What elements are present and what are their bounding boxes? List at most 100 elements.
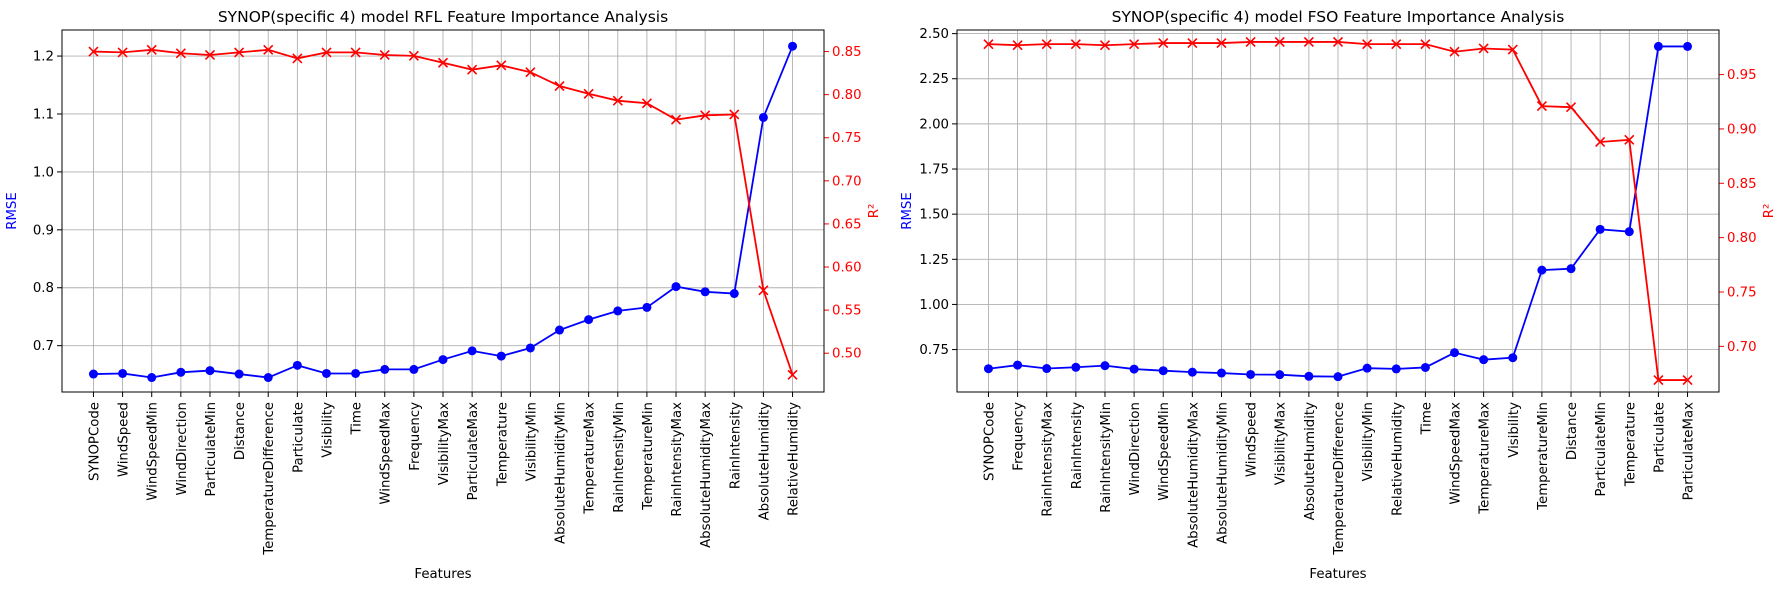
x-tick-label: ParticulateMin	[1594, 402, 1609, 497]
x-tick-label: AbsoluteHumidity	[1303, 402, 1318, 521]
rmse-point	[1420, 362, 1430, 372]
rmse-point	[1362, 363, 1372, 373]
r2-point	[88, 46, 99, 57]
x-tick-label: WindDirection	[175, 402, 190, 496]
x-tick-label: RelativeHumidity	[787, 402, 802, 516]
x-tick-label: SYNOPCode	[982, 402, 997, 481]
y-right-tick-label: 0.60	[832, 261, 862, 276]
rmse-point	[1391, 364, 1401, 374]
x-tick-label: WindSpeedMin	[146, 402, 161, 501]
y-left-tick-label: 0.75	[919, 343, 949, 358]
rmse-point	[1071, 362, 1081, 372]
rmse-point	[642, 302, 652, 312]
x-tick-label: AbsoluteHumidityMax	[699, 402, 714, 548]
y-left-tick-label: 1.75	[919, 163, 949, 178]
rmse-point	[1653, 41, 1663, 51]
x-tick-label: RainIntensityMax	[670, 402, 685, 517]
y-left-tick-label: 1.25	[919, 253, 949, 268]
rmse-point	[496, 351, 506, 361]
rmse-point	[555, 325, 565, 335]
r2-point	[175, 48, 186, 59]
r2-point	[729, 109, 740, 120]
r2-point	[437, 57, 449, 68]
r2-point	[670, 114, 682, 125]
rmse-point	[1100, 361, 1110, 371]
r2-point	[1041, 39, 1052, 50]
x-tick-label: RelativeHumidity	[1390, 402, 1405, 516]
y-left-tick-label: 1.0	[33, 165, 54, 180]
r2-point	[1536, 101, 1547, 112]
rmse-point	[1566, 264, 1576, 274]
x-tick-label: ParticulateMin	[204, 402, 219, 497]
chart-title: SYNOP(specific 4) model RFL Feature Impo…	[218, 8, 668, 26]
y-right-tick-label: 0.85	[1727, 177, 1757, 192]
x-tick-label: ParticulateMax	[1682, 402, 1697, 501]
r2-point	[379, 49, 390, 61]
r2-point	[350, 47, 361, 58]
rmse-point	[1216, 368, 1226, 378]
r2-point	[1332, 36, 1344, 48]
rmse-point	[292, 360, 302, 370]
r2-point	[525, 67, 536, 78]
rmse-point	[1304, 371, 1314, 381]
x-tick-label: Temperature	[1623, 402, 1638, 487]
r2-point	[1682, 374, 1693, 386]
rmse-point	[1042, 364, 1052, 374]
x-tick-label: WindSpeedMax	[379, 402, 394, 505]
rmse-point	[1508, 353, 1518, 363]
x-tick-label: Frequency	[1012, 402, 1027, 471]
rmse-point	[1595, 224, 1605, 234]
rmse-point	[1333, 372, 1343, 382]
x-tick-label: Distance	[233, 402, 248, 460]
y-right-tick-label: 0.70	[1727, 340, 1757, 355]
r2-point	[1653, 374, 1664, 386]
y-left-tick-label: 2.00	[919, 117, 949, 132]
r2-point	[467, 64, 478, 75]
x-tick-label: VisibilityMax	[437, 402, 452, 485]
r2-point	[1158, 37, 1169, 49]
y-right-tick-label: 0.95	[1727, 68, 1757, 83]
r2-point	[1245, 36, 1256, 48]
rmse-point	[118, 368, 128, 378]
y-right-tick-label: 0.75	[1727, 285, 1757, 300]
r2-point	[321, 47, 332, 58]
rmse-point	[1450, 348, 1460, 358]
y-right-tick-label: 0.55	[832, 304, 862, 319]
rmse-point	[525, 343, 535, 353]
x-tick-label: AbsoluteHumidityMax	[1186, 402, 1201, 548]
x-tick-label: TemperatureMin	[1536, 402, 1551, 511]
x-tick-label: Visibility	[1507, 402, 1522, 458]
y-right-tick-label: 0.80	[832, 88, 862, 103]
r2-point	[1391, 39, 1402, 50]
r2-point	[1595, 136, 1606, 148]
r2-point	[1303, 36, 1314, 48]
r2-point	[612, 95, 623, 106]
rmse-point	[700, 287, 710, 297]
rmse-point	[467, 346, 477, 356]
rmse-point	[613, 306, 623, 316]
y-right-axis-label: R²	[867, 204, 882, 219]
x-tick-label: Particulate	[1652, 402, 1667, 473]
x-axis-label: Features	[1309, 567, 1366, 582]
chart-title: SYNOP(specific 4) model FSO Feature Impo…	[1112, 8, 1565, 26]
rmse-point	[1246, 369, 1256, 379]
rmse-point	[438, 355, 448, 365]
rmse-point	[263, 373, 273, 383]
rmse-point	[351, 368, 361, 378]
x-tick-label: Distance	[1565, 402, 1580, 460]
x-tick-label: VisibilityMax	[1274, 402, 1289, 485]
y-left-tick-label: 1.50	[919, 208, 949, 223]
x-tick-label: TemperatureMax	[1478, 402, 1493, 515]
x-tick-label: RainIntensityMin	[612, 402, 627, 513]
y-right-axis-label: R²	[1762, 204, 1777, 219]
x-tick-label: Frequency	[408, 402, 423, 471]
y-left-tick-label: 0.7	[33, 339, 54, 354]
plot-frame	[61, 29, 825, 393]
r2-point	[983, 39, 994, 50]
r2-point	[758, 285, 769, 296]
r2-point	[583, 88, 594, 99]
x-tick-label: WindSpeedMax	[1449, 402, 1464, 505]
x-tick-label: RainIntensityMin	[1099, 402, 1114, 513]
x-tick-label: TemperatureMax	[583, 402, 598, 515]
